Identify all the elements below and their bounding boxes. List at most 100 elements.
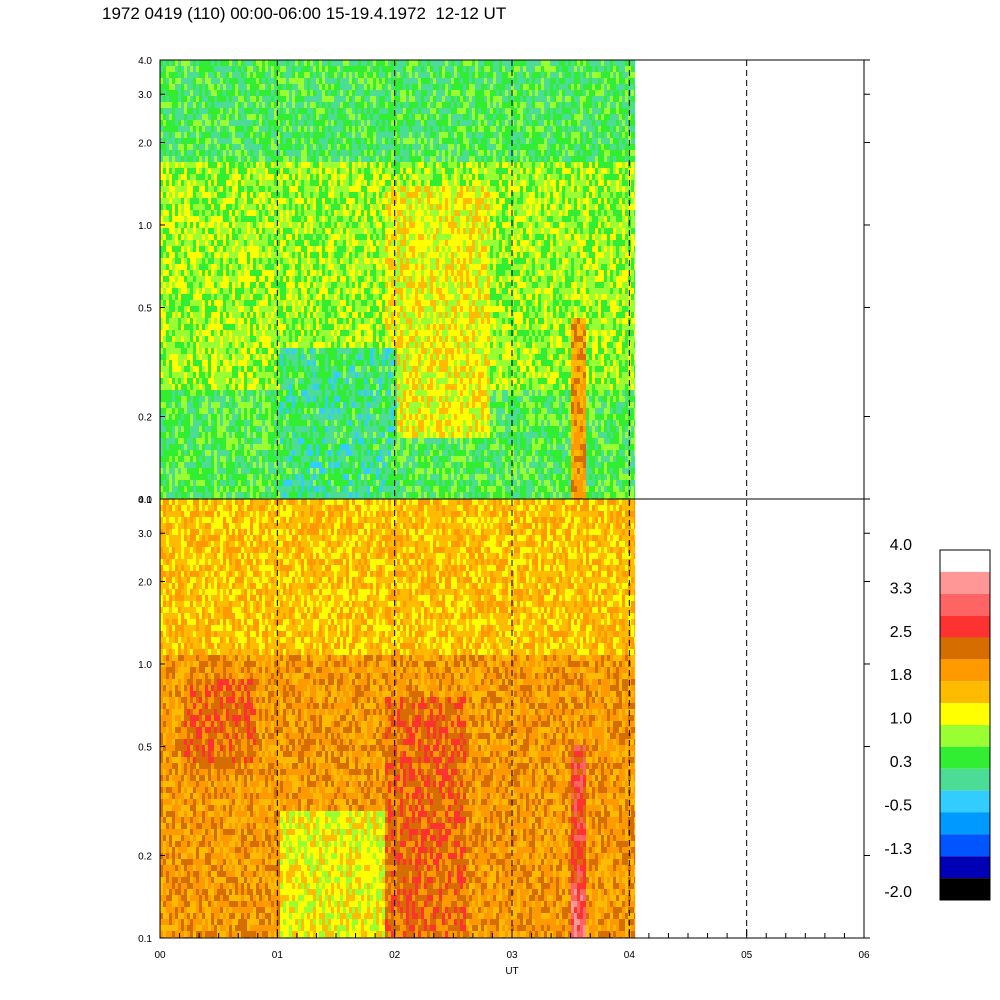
heat-cell [199, 96, 202, 102]
heat-cell [316, 336, 319, 342]
heat-cell [169, 438, 172, 444]
heat-cell [301, 78, 304, 84]
heat-cell [241, 330, 244, 336]
heat-cell [289, 216, 292, 222]
heat-cell [295, 384, 298, 390]
heat-cell [340, 246, 343, 252]
heat-cell [235, 420, 238, 426]
heat-cell [235, 486, 238, 492]
heat-cell [271, 306, 274, 312]
heat-cell [217, 348, 220, 354]
heat-cell [268, 282, 271, 288]
heat-cell [361, 210, 364, 216]
heat-cell [262, 144, 265, 150]
heat-cell [211, 180, 214, 186]
heat-cell [205, 84, 208, 90]
heat-cell [295, 66, 298, 72]
heat-cell [274, 408, 277, 414]
heat-cell [220, 102, 223, 108]
heat-cell [280, 132, 283, 138]
heat-cell [220, 432, 223, 438]
heat-cell [208, 66, 211, 72]
heat-cell [202, 60, 205, 66]
heat-cell [238, 444, 241, 450]
heat-cell [280, 180, 283, 186]
heat-cell [172, 456, 175, 462]
heat-cell [319, 210, 322, 216]
heat-cell [328, 120, 331, 126]
heat-cell [235, 330, 238, 336]
heat-cell [313, 396, 316, 402]
heat-cell [217, 354, 220, 360]
heat-cell [247, 366, 250, 372]
heat-cell [178, 306, 181, 312]
heat-cell [361, 270, 364, 276]
heat-cell [241, 144, 244, 150]
heat-cell [235, 66, 238, 72]
heat-cell [343, 468, 346, 474]
heat-cell [223, 468, 226, 474]
heat-cell [316, 78, 319, 84]
heat-cell [331, 330, 334, 336]
heat-cell [184, 378, 187, 384]
heat-cell [328, 222, 331, 228]
heat-cell [214, 192, 217, 198]
heat-cell [319, 282, 322, 288]
heat-cell [256, 336, 259, 342]
heat-cell [319, 258, 322, 264]
heat-cell [310, 318, 313, 324]
heat-cell [262, 198, 265, 204]
heat-cell [235, 258, 238, 264]
heat-cell [217, 396, 220, 402]
heat-cell [169, 192, 172, 198]
heat-cell [334, 114, 337, 120]
heat-cell [184, 234, 187, 240]
heat-cell [244, 294, 247, 300]
heat-cell [187, 66, 190, 72]
heat-cell [262, 468, 265, 474]
heat-cell [172, 330, 175, 336]
heat-cell [298, 360, 301, 366]
heat-cell [172, 174, 175, 180]
heat-cell [265, 144, 268, 150]
heat-cell [181, 204, 184, 210]
heat-cell [298, 210, 301, 216]
heat-cell [238, 312, 241, 318]
heat-cell [274, 216, 277, 222]
heat-cell [241, 456, 244, 462]
heat-cell [232, 192, 235, 198]
heat-cell [217, 366, 220, 372]
heat-cell [187, 162, 190, 168]
heat-cell [190, 492, 193, 498]
heat-cell [193, 108, 196, 114]
heat-cell [241, 210, 244, 216]
heat-cell [220, 414, 223, 420]
heat-cell [178, 390, 181, 396]
heat-cell [250, 180, 253, 186]
heat-cell [271, 390, 274, 396]
heat-cell [265, 210, 268, 216]
heat-cell [223, 360, 226, 366]
heat-cell [208, 492, 211, 498]
heat-cell [205, 234, 208, 240]
heat-cell [316, 294, 319, 300]
heat-cell [262, 270, 265, 276]
heat-cell [316, 318, 319, 324]
heat-cell [238, 450, 241, 456]
heat-cell [196, 486, 199, 492]
heat-cell [238, 354, 241, 360]
heat-cell [181, 438, 184, 444]
heat-cell [190, 300, 193, 306]
heat-cell [313, 450, 316, 456]
heat-cell [163, 156, 166, 162]
heat-cell [331, 402, 334, 408]
heat-cell [322, 150, 325, 156]
heat-cell [274, 360, 277, 366]
heat-cell [280, 96, 283, 102]
heat-cell [178, 174, 181, 180]
heat-cell [334, 420, 337, 426]
heat-cell [289, 378, 292, 384]
heat-cell [235, 96, 238, 102]
heat-cell [223, 66, 226, 72]
heat-cell [250, 342, 253, 348]
